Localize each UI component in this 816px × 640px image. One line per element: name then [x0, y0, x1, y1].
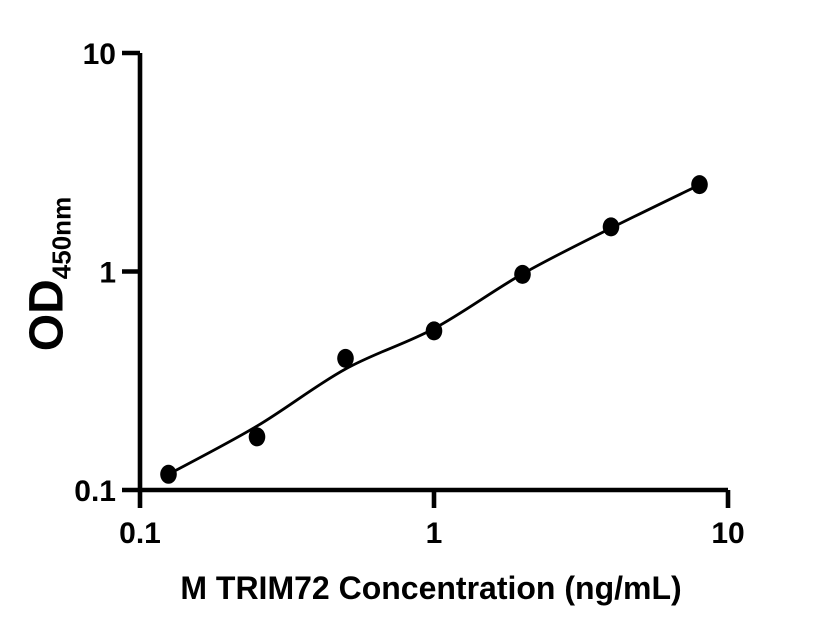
- x-axis-title-text: M TRIM72 Concentration (ng/mL): [180, 570, 682, 606]
- data-point: [337, 348, 354, 368]
- y-axis-title-text: OD: [20, 279, 74, 352]
- y-axis-title-subscript: 450nm: [46, 196, 77, 280]
- data-point: [425, 321, 443, 341]
- data-point: [160, 464, 177, 484]
- data-point: [248, 427, 266, 447]
- y-tick-label: 0.1: [74, 475, 116, 508]
- data-point: [691, 175, 708, 195]
- y-tick-label: 1: [99, 257, 116, 290]
- y-axis-title: OD450nm: [20, 196, 77, 352]
- data-point: [602, 217, 620, 237]
- y-tick-label: 10: [83, 38, 116, 71]
- x-axis-title: M TRIM72 Concentration (ng/mL): [180, 570, 681, 607]
- x-tick-label: 10: [711, 517, 744, 550]
- data-point: [514, 264, 531, 284]
- x-tick-label: 1: [426, 517, 443, 550]
- axis-frame: [137, 53, 728, 493]
- x-tick-label: 0.1: [119, 517, 161, 550]
